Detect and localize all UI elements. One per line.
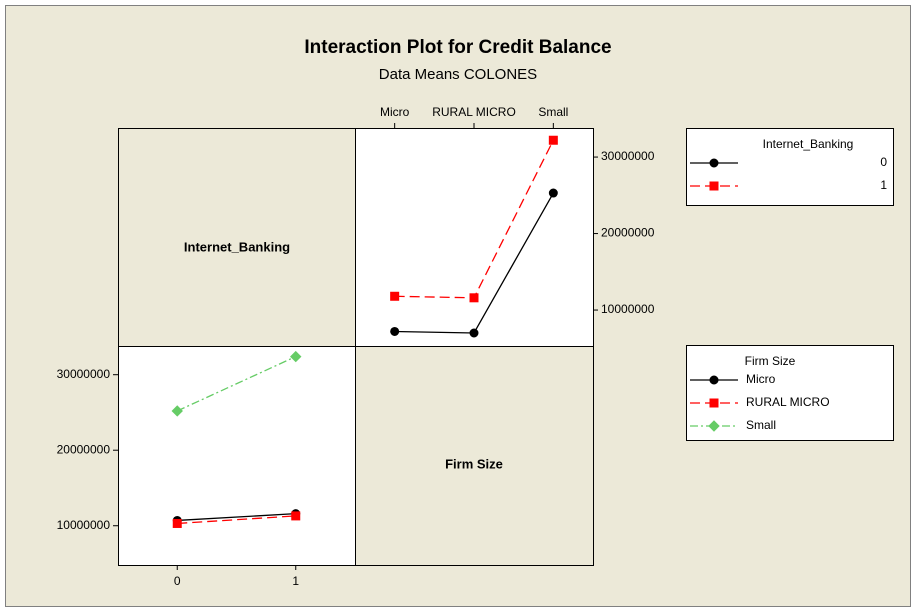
- marker: [709, 398, 719, 408]
- legend-label: Small: [746, 418, 776, 432]
- marker: [709, 158, 719, 168]
- legend-title: Internet_Banking: [763, 137, 854, 151]
- legend-label: RURAL MICRO: [746, 395, 830, 409]
- marker: [709, 375, 719, 385]
- y-tick-label: 30000000: [57, 367, 111, 381]
- marker: [291, 511, 301, 521]
- marker: [708, 420, 720, 432]
- marker: [548, 188, 558, 198]
- x-tick-label: 0: [174, 574, 181, 588]
- series-line: [177, 515, 296, 525]
- marker: [171, 405, 183, 417]
- y-tick-label: 20000000: [601, 226, 655, 240]
- x-tick-label: Micro: [380, 105, 410, 119]
- factor-label: Internet_Banking: [184, 239, 290, 254]
- y-tick-label: 10000000: [57, 518, 111, 532]
- marker: [172, 518, 182, 528]
- marker: [709, 181, 719, 191]
- legend-title: Firm Size: [745, 354, 796, 368]
- marker: [548, 135, 558, 145]
- panel: [118, 346, 356, 566]
- legend-box: [686, 128, 894, 206]
- legend-label: 1: [880, 178, 887, 192]
- marker: [390, 291, 400, 301]
- series-line: [177, 512, 296, 522]
- factor-label: Firm Size: [445, 456, 503, 471]
- marker: [469, 293, 479, 303]
- panel: [355, 128, 594, 347]
- marker: [469, 328, 479, 338]
- marker: [290, 350, 302, 363]
- y-tick-label: 20000000: [57, 442, 111, 456]
- y-tick-label: 10000000: [601, 302, 655, 316]
- y-tick-label: 30000000: [601, 149, 655, 163]
- chart-subtitle: Data Means COLONES: [379, 66, 537, 83]
- x-tick-label: 1: [292, 574, 299, 588]
- series-line: [176, 355, 297, 412]
- legend-label: 0: [880, 155, 887, 169]
- x-tick-label: Small: [538, 105, 568, 119]
- x-tick-label: RURAL MICRO: [432, 105, 516, 119]
- legend-box: [686, 345, 894, 441]
- chart-title: Interaction Plot for Credit Balance: [304, 37, 611, 58]
- marker: [390, 326, 400, 336]
- legend-label: Micro: [746, 372, 776, 386]
